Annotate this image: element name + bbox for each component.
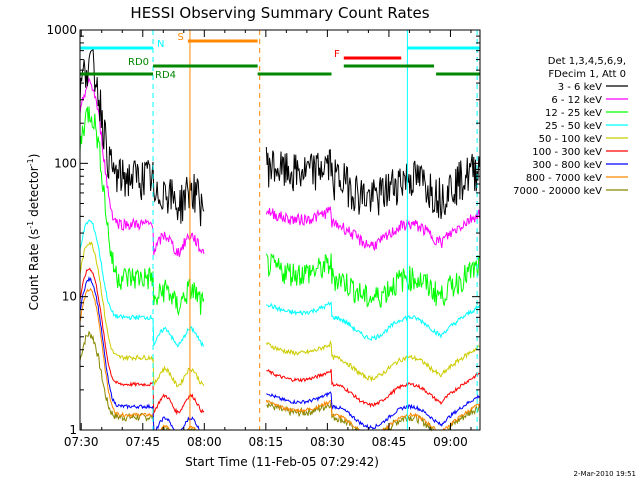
series-line bbox=[79, 275, 481, 431]
x-tick-label: 07:45 bbox=[125, 435, 160, 449]
x-tick-label: 08:00 bbox=[187, 435, 222, 449]
x-tick-label: 07:30 bbox=[64, 435, 99, 449]
plot-frame bbox=[79, 29, 481, 431]
flag-bar-label: RD0 bbox=[128, 57, 149, 68]
x-tick-label: 09:00 bbox=[433, 435, 468, 449]
footer-timestamp: 2-Mar-2010 19:51 bbox=[574, 470, 636, 478]
x-tick-label: 08:30 bbox=[310, 435, 345, 449]
series-line bbox=[79, 240, 480, 388]
legend-item-label: 50 - 100 keV bbox=[539, 134, 603, 145]
legend-item-label: 7000 - 20000 keV bbox=[513, 186, 602, 197]
legend-item-label: 100 - 300 keV bbox=[532, 147, 602, 158]
x-axis: 07:30 07:45 08:00 08:15 08:30 08:45 09:00 bbox=[64, 30, 472, 449]
y-tick-label: 100 bbox=[54, 156, 77, 170]
legend-item-label: 6 - 12 keV bbox=[551, 95, 602, 106]
flag-bar-label: S bbox=[178, 32, 184, 43]
legend-header: FDecim 1, Att 0 bbox=[548, 69, 626, 80]
flag-bar-label: N bbox=[157, 39, 164, 50]
y-tick-label: 1 bbox=[69, 423, 77, 437]
legend-item-label: 3 - 6 keV bbox=[558, 82, 602, 93]
plot-area: N S F RD0 RD4 bbox=[79, 30, 481, 432]
series-line bbox=[79, 48, 481, 227]
y-tick-label: 1000 bbox=[46, 23, 77, 37]
legend-item-label: 25 - 50 keV bbox=[545, 121, 602, 132]
y-axis-label: Count Rate (s-1 detector-1) bbox=[26, 154, 41, 311]
series-line bbox=[79, 219, 481, 348]
legend-item-label: 300 - 800 keV bbox=[532, 160, 602, 171]
x-tick-label: 08:15 bbox=[249, 435, 284, 449]
series-line bbox=[79, 105, 481, 317]
flag-bar-label: F bbox=[334, 49, 340, 60]
y-tick-label: 10 bbox=[62, 290, 77, 304]
legend-item-label: 800 - 7000 keV bbox=[526, 173, 602, 184]
legend-header: Det 1,3,4,5,6,9, bbox=[548, 56, 626, 67]
legend-item-label: 12 - 25 keV bbox=[545, 108, 602, 119]
flag-bar-label: RD4 bbox=[155, 70, 176, 81]
legend: Det 1,3,4,5,6,9, FDecim 1, Att 0 3 - 6 keV… bbox=[513, 56, 628, 197]
y-axis: 1 10 100 1000 bbox=[46, 23, 480, 437]
series-line bbox=[79, 267, 480, 416]
chart-title: HESSI Observing Summary Count Rates bbox=[130, 4, 429, 22]
x-tick-label: 08:45 bbox=[372, 435, 407, 449]
series-line bbox=[79, 330, 480, 432]
x-axis-label: Start Time (11-Feb-05 07:29:42) bbox=[185, 455, 379, 469]
series-line bbox=[79, 77, 481, 257]
